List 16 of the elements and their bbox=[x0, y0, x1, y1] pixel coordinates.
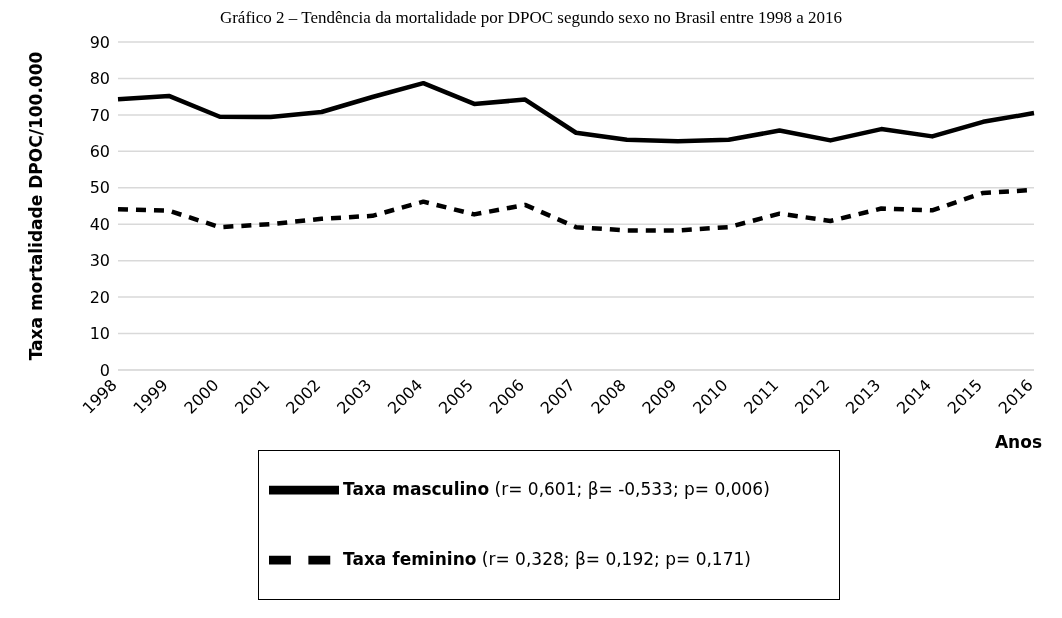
y-tick-label: 10 bbox=[89, 324, 110, 344]
y-tick-label: 30 bbox=[89, 251, 110, 271]
x-axis-title: Anos bbox=[994, 432, 1042, 452]
y-axis-title: Taxa mortalidade DPOC/100.000 bbox=[26, 51, 46, 361]
y-tick-label: 90 bbox=[89, 32, 110, 52]
y-tick-label: 60 bbox=[89, 142, 110, 162]
y-tick-label: 80 bbox=[89, 69, 110, 89]
y-tick-label: 0 bbox=[99, 360, 110, 380]
y-tick-label: 70 bbox=[89, 105, 110, 125]
y-tick-label: 20 bbox=[89, 287, 110, 307]
legend-label: Taxa masculino (r= 0,601; β= -0,533; p= 0,006) bbox=[343, 479, 770, 499]
chart-title: Gráfico 2 – Tendência da mortalidade por DPOC segundo sexo no Brasil entre 1998 a 2016 bbox=[218, 8, 844, 29]
legend-label: Taxa feminino (r= 0,328; β= 0,192; p= 0,171) bbox=[343, 549, 751, 569]
y-tick-label: 50 bbox=[89, 178, 110, 198]
line-series bbox=[115, 80, 1037, 144]
y-tick-label: 40 bbox=[89, 214, 110, 234]
